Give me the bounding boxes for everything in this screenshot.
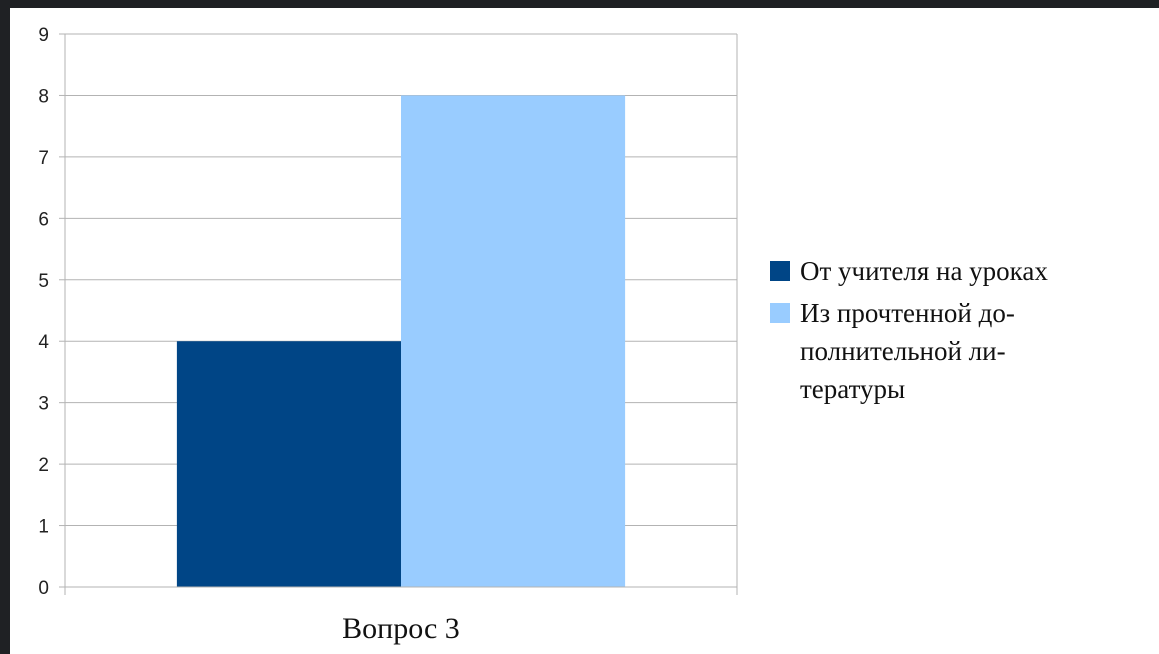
bar-series-2-1 [401,95,626,587]
y-tick-label-9: 9 [38,25,49,46]
bar-series-1-1 [176,341,401,587]
y-tick-label-4: 4 [38,332,49,353]
legend-label-series-1: От учителя на уроках [800,256,1048,286]
legend-item-series-2: Из прочтенной до- полнительной ли- терат… [770,294,1159,408]
y-tick-label-6: 6 [38,209,49,230]
legend-label-series-2: Из прочтенной до- полнительной ли- терат… [800,298,1015,404]
y-tick-label-3: 3 [38,394,49,415]
x-category-label-1: Вопрос 3 [342,612,460,645]
bar-chart: 0 1 2 3 4 5 6 7 8 9 Вопрос 3 [38,25,738,645]
y-tick-label-1: 1 [38,517,49,538]
y-tick-label-0: 0 [38,578,49,599]
y-tick-label-8: 8 [38,86,49,107]
y-tick-label-2: 2 [38,455,49,476]
legend-swatch-series-1 [770,261,790,281]
chart-panel: 0 1 2 3 4 5 6 7 8 9 Вопрос 3 От учителя на уроках … [10,8,1159,654]
y-tick-label-5: 5 [38,271,49,292]
legend-swatch-series-2 [770,303,790,323]
legend: От учителя на уроках Из прочтенной до- п… [770,252,1159,412]
legend-item-series-1: От учителя на уроках [770,252,1159,290]
y-tick-label-7: 7 [38,148,49,169]
